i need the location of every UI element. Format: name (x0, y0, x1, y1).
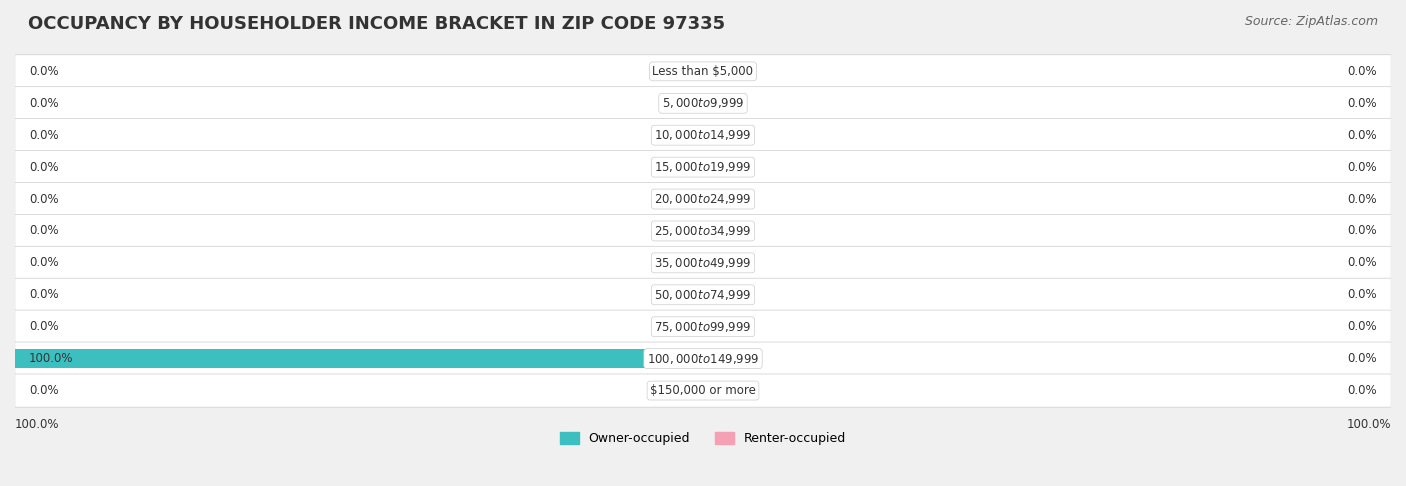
Text: 0.0%: 0.0% (28, 257, 59, 269)
Text: 0.0%: 0.0% (28, 225, 59, 238)
Text: $50,000 to $74,999: $50,000 to $74,999 (654, 288, 752, 302)
Text: $5,000 to $9,999: $5,000 to $9,999 (662, 96, 744, 110)
FancyBboxPatch shape (15, 119, 1391, 152)
Text: 0.0%: 0.0% (1347, 192, 1378, 206)
Text: 0.0%: 0.0% (1347, 320, 1378, 333)
Text: 0.0%: 0.0% (1347, 160, 1378, 174)
Text: 0.0%: 0.0% (1347, 65, 1378, 78)
FancyBboxPatch shape (15, 182, 1391, 216)
Text: $25,000 to $34,999: $25,000 to $34,999 (654, 224, 752, 238)
Text: 0.0%: 0.0% (1347, 129, 1378, 142)
Text: $150,000 or more: $150,000 or more (650, 384, 756, 397)
Text: Source: ZipAtlas.com: Source: ZipAtlas.com (1244, 15, 1378, 28)
Text: $75,000 to $99,999: $75,000 to $99,999 (654, 320, 752, 334)
Text: 0.0%: 0.0% (1347, 225, 1378, 238)
Text: 0.0%: 0.0% (1347, 257, 1378, 269)
Text: $10,000 to $14,999: $10,000 to $14,999 (654, 128, 752, 142)
Text: Less than $5,000: Less than $5,000 (652, 65, 754, 78)
Legend: Owner-occupied, Renter-occupied: Owner-occupied, Renter-occupied (555, 427, 851, 451)
Text: $100,000 to $149,999: $100,000 to $149,999 (647, 352, 759, 365)
FancyBboxPatch shape (15, 374, 1391, 407)
Text: 0.0%: 0.0% (28, 65, 59, 78)
Text: 0.0%: 0.0% (1347, 352, 1378, 365)
FancyBboxPatch shape (15, 151, 1391, 184)
FancyBboxPatch shape (15, 278, 1391, 312)
Text: $15,000 to $19,999: $15,000 to $19,999 (654, 160, 752, 174)
FancyBboxPatch shape (15, 246, 1391, 279)
FancyBboxPatch shape (15, 55, 1391, 88)
Text: 0.0%: 0.0% (28, 384, 59, 397)
Text: 0.0%: 0.0% (1347, 97, 1378, 110)
FancyBboxPatch shape (15, 87, 1391, 120)
Text: 0.0%: 0.0% (1347, 384, 1378, 397)
Text: $35,000 to $49,999: $35,000 to $49,999 (654, 256, 752, 270)
Text: 0.0%: 0.0% (28, 320, 59, 333)
Bar (15, 349, 703, 368)
Text: 0.0%: 0.0% (1347, 288, 1378, 301)
Text: $20,000 to $24,999: $20,000 to $24,999 (654, 192, 752, 206)
FancyBboxPatch shape (15, 310, 1391, 343)
FancyBboxPatch shape (15, 342, 1391, 375)
Text: 0.0%: 0.0% (28, 192, 59, 206)
Text: 0.0%: 0.0% (28, 160, 59, 174)
Text: 0.0%: 0.0% (28, 97, 59, 110)
Text: 0.0%: 0.0% (28, 129, 59, 142)
FancyBboxPatch shape (15, 214, 1391, 247)
Text: 0.0%: 0.0% (28, 288, 59, 301)
Text: 100.0%: 100.0% (15, 417, 59, 431)
Text: 100.0%: 100.0% (1347, 417, 1391, 431)
Text: 100.0%: 100.0% (28, 352, 73, 365)
Text: OCCUPANCY BY HOUSEHOLDER INCOME BRACKET IN ZIP CODE 97335: OCCUPANCY BY HOUSEHOLDER INCOME BRACKET … (28, 15, 725, 33)
